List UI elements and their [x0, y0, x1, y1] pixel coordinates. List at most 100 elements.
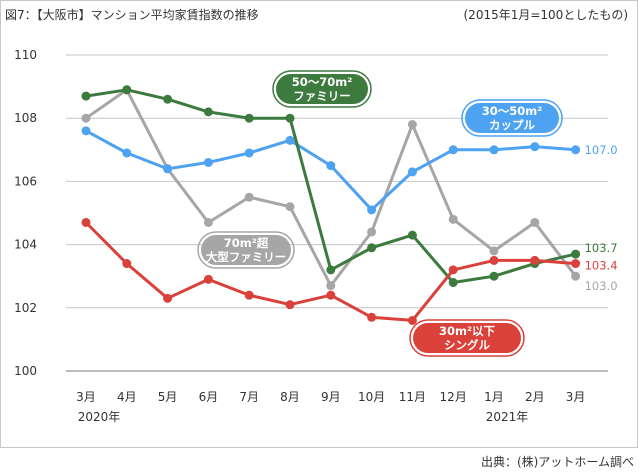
x-tick-label: 9月	[321, 390, 341, 404]
data-point-single	[122, 259, 132, 269]
end-value-label-couple: 107.0	[585, 143, 618, 157]
data-point-large-family	[407, 120, 417, 130]
data-point-single	[489, 255, 499, 265]
data-point-family	[407, 230, 417, 240]
y-tick-label: 100	[14, 364, 37, 378]
data-point-couple	[407, 167, 417, 177]
x-year-label: 2020年	[78, 410, 121, 424]
series-label-outline	[461, 99, 563, 137]
series-label-badge	[465, 103, 559, 133]
data-point-single	[163, 293, 173, 303]
data-point-single	[81, 217, 91, 227]
data-point-couple	[571, 145, 581, 155]
data-point-family	[163, 94, 173, 104]
data-point-family	[285, 113, 295, 123]
series-label-line1: 50〜70m²	[292, 75, 353, 89]
data-point-couple	[489, 145, 499, 155]
chart-title: 図7：【大阪市】マンション平均家賃指数の推移	[5, 8, 259, 22]
data-point-single	[571, 259, 581, 269]
data-point-family	[448, 278, 458, 288]
data-point-couple	[367, 205, 377, 215]
data-point-single	[448, 265, 458, 275]
x-tick-label: 4月	[117, 390, 137, 404]
data-point-single	[407, 315, 417, 325]
data-point-family	[571, 249, 581, 259]
series-label-line1: 70m²超	[224, 236, 269, 250]
x-tick-label: 12月	[440, 390, 467, 404]
end-value-label-family: 103.7	[585, 241, 618, 255]
end-value-label-single: 103.4	[585, 259, 618, 273]
x-tick-label: 1月	[484, 390, 504, 404]
series-label-badge	[201, 235, 291, 265]
x-tick-label: 7月	[239, 390, 259, 404]
series-couple	[81, 126, 581, 215]
data-point-large-family	[530, 217, 540, 227]
y-tick-label: 110	[14, 48, 37, 62]
data-point-single	[326, 290, 336, 300]
data-point-couple	[326, 161, 336, 171]
source-credit: 出典：(株)アットホーム調べ	[480, 455, 634, 469]
series-single	[81, 217, 581, 325]
data-point-family	[489, 271, 499, 281]
data-point-large-family	[571, 271, 581, 281]
data-point-family	[122, 85, 132, 95]
data-point-single	[203, 274, 213, 284]
series-label-line2: カップル	[489, 118, 535, 132]
series-label-line1: 30〜50m²	[482, 104, 543, 118]
line-chart: 100 102 104 106 108 110 3月 4月 5月 6月 7月 8月 9月 10月 11月 12…	[14, 48, 618, 424]
data-point-family	[326, 265, 336, 275]
data-point-couple	[244, 148, 254, 158]
series-label-outline	[272, 70, 372, 108]
data-point-large-family	[203, 217, 213, 227]
data-point-couple	[285, 135, 295, 145]
data-point-couple	[203, 157, 213, 167]
x-tick-label: 3月	[566, 390, 586, 404]
y-tick-label: 106	[14, 174, 37, 188]
data-point-single	[530, 255, 540, 265]
series-label-outline	[197, 231, 295, 269]
x-year-label: 2021年	[486, 410, 529, 424]
data-point-single	[367, 312, 377, 322]
data-point-large-family	[326, 281, 336, 291]
data-point-large-family	[448, 214, 458, 224]
chart-note: (2015年1月=100としたもの)	[463, 8, 629, 22]
series-label-badge	[413, 323, 521, 353]
y-tick-label: 108	[14, 111, 37, 125]
data-point-couple	[122, 148, 132, 158]
series-label-line2: ファミリー	[293, 89, 351, 103]
series-label-outline	[409, 319, 525, 357]
data-point-large-family	[81, 113, 91, 123]
data-point-couple	[163, 164, 173, 174]
data-point-large-family	[285, 202, 295, 212]
series-label-line1: 30m²以下	[439, 324, 496, 338]
x-tick-label: 6月	[199, 390, 219, 404]
data-point-large-family	[244, 192, 254, 202]
data-point-family	[203, 107, 213, 117]
x-tick-label: 3月	[76, 390, 96, 404]
x-tick-label: 10月	[358, 390, 385, 404]
data-point-couple	[448, 145, 458, 155]
x-tick-label: 2月	[525, 390, 545, 404]
data-point-large-family	[489, 246, 499, 256]
x-tick-label: 8月	[280, 390, 300, 404]
end-value-label-large-family: 103.0	[585, 279, 618, 293]
chart-frame	[0, 0, 638, 448]
data-point-single	[244, 290, 254, 300]
x-tick-label: 11月	[399, 390, 426, 404]
data-point-couple	[530, 142, 540, 152]
y-tick-label: 104	[14, 238, 37, 252]
x-tick-label: 5月	[158, 390, 178, 404]
series-label-line2: 大型ファミリー	[206, 250, 287, 264]
y-tick-label: 102	[14, 301, 37, 315]
data-point-family	[367, 243, 377, 253]
series-family	[81, 85, 581, 288]
data-point-family	[244, 113, 254, 123]
series-line-couple	[84, 129, 578, 212]
series-label-line2: シングル	[444, 338, 490, 352]
data-point-family	[81, 91, 91, 101]
series-label-badge	[276, 74, 368, 104]
